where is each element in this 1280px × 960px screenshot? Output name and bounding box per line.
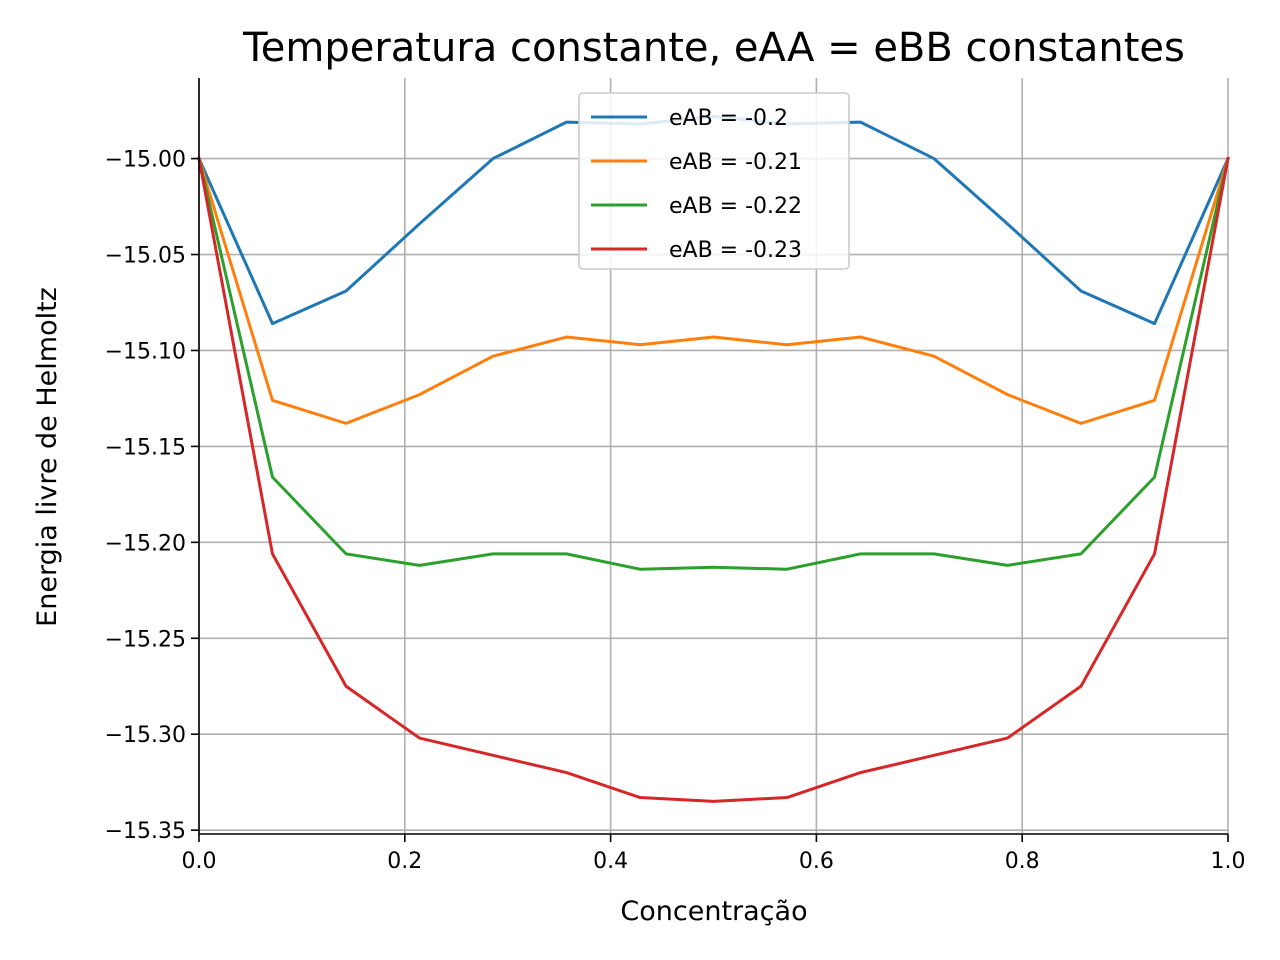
series-line-3 <box>197 156 1230 571</box>
x-tick-label: 1.0 <box>1211 849 1246 874</box>
legend-label: eAB = -0.21 <box>669 150 802 175</box>
y-axis-label: Energia livre de Helmoltz <box>32 287 63 627</box>
series-line-4 <box>197 156 1230 803</box>
x-tick-label: 0.2 <box>387 849 422 874</box>
y-tick-label: −15.25 <box>105 627 186 652</box>
x-tick-label: 0.6 <box>799 849 834 874</box>
tick-labels: 0.0 0.2 0.4 0.6 0.8 1.0 −15.00 −15.05 −15.10 −15.… <box>105 148 1246 874</box>
grid-lines <box>198 78 1229 834</box>
axes <box>198 78 1228 835</box>
legend-box <box>578 92 850 270</box>
legend: eAB = -0.2 eAB = -0.21 eAB = -0.22 eAB = -0… <box>578 92 850 270</box>
y-tick-label: −15.05 <box>105 244 186 269</box>
x-axis-label: Concentração <box>620 896 807 927</box>
x-tick-label: 0.8 <box>1005 849 1040 874</box>
x-tick-label: 0.0 <box>182 849 217 874</box>
y-tick-label: −15.30 <box>105 723 186 748</box>
y-tick-label: −15.35 <box>105 819 186 844</box>
legend-label: eAB = -0.23 <box>669 238 802 263</box>
series-line-2 <box>197 156 1230 425</box>
x-tick-label: 0.4 <box>593 849 628 874</box>
y-tick-label: −15.15 <box>105 435 186 460</box>
legend-label: eAB = -0.2 <box>669 106 788 131</box>
y-tick-label: −15.10 <box>105 339 186 364</box>
y-tick-label: −15.20 <box>105 531 186 556</box>
chart-title: Temperatura constante, eAA = eBB constan… <box>242 25 1185 71</box>
legend-label: eAB = -0.22 <box>669 194 802 219</box>
y-tick-label: −15.00 <box>105 148 186 173</box>
